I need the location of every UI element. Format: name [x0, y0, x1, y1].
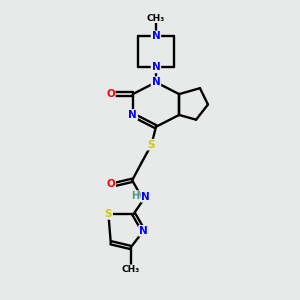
Text: S: S — [148, 140, 155, 150]
Text: N: N — [152, 32, 160, 41]
Text: CH₃: CH₃ — [147, 14, 165, 22]
Text: N: N — [152, 62, 160, 72]
Text: N: N — [152, 77, 160, 87]
Text: S: S — [105, 209, 112, 219]
Text: N: N — [141, 192, 150, 202]
Text: N: N — [139, 226, 148, 236]
Text: CH₃: CH₃ — [122, 265, 140, 274]
Text: O: O — [106, 179, 115, 189]
Text: N: N — [128, 110, 137, 120]
Text: H: H — [131, 191, 139, 201]
Text: O: O — [106, 89, 115, 99]
